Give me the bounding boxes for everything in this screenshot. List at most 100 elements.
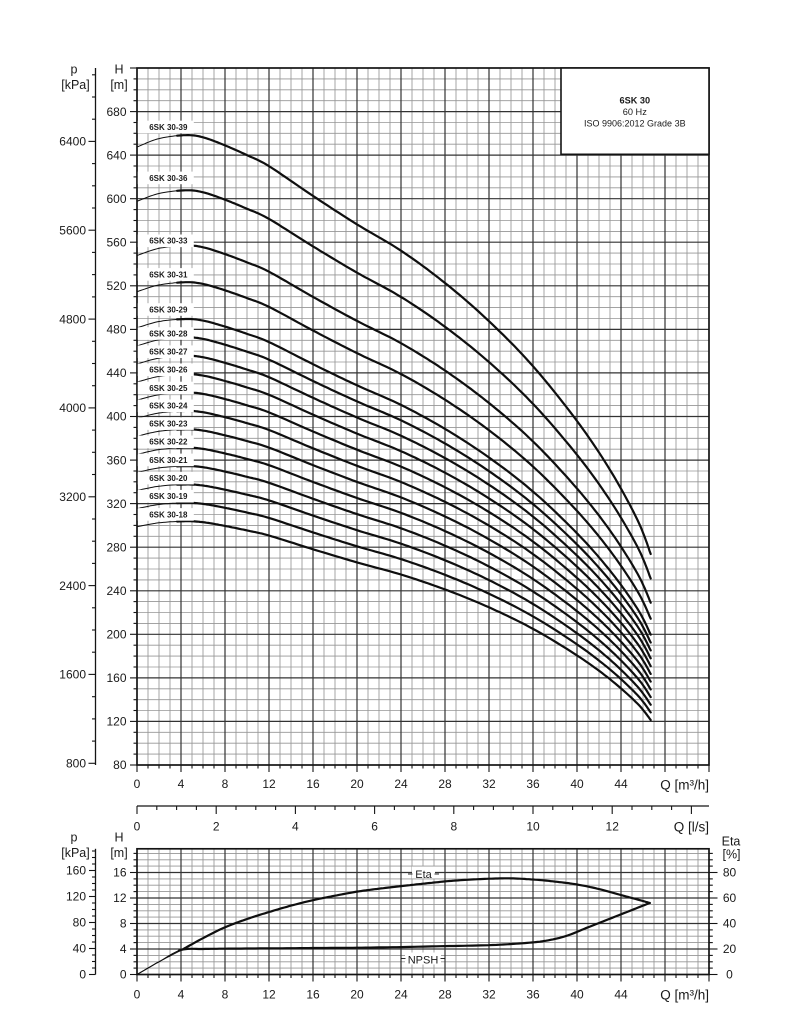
svg-text:36: 36 [526,777,540,791]
svg-text:0: 0 [134,777,141,791]
svg-text:Q [l/s]: Q [l/s] [674,820,709,835]
svg-text:1600: 1600 [59,668,86,682]
svg-text:Q [m³/h]: Q [m³/h] [660,988,709,1003]
svg-text:20: 20 [350,777,364,791]
svg-text:6SK 30-20: 6SK 30-20 [149,474,188,483]
svg-text:3200: 3200 [59,490,86,504]
svg-text:0: 0 [79,968,86,982]
svg-text:40: 40 [570,987,584,1001]
svg-text:6SK 30: 6SK 30 [619,95,650,105]
svg-text:320: 320 [106,497,126,511]
svg-text:2: 2 [213,820,220,834]
svg-text:60: 60 [723,891,737,905]
svg-text:640: 640 [106,148,126,162]
svg-text:520: 520 [106,279,126,293]
svg-text:8: 8 [222,777,229,791]
svg-text:5600: 5600 [59,223,86,237]
svg-text:NPSH: NPSH [408,954,439,966]
svg-text:H: H [114,831,123,845]
svg-text:[kPa]: [kPa] [61,78,90,92]
svg-text:40: 40 [723,917,737,931]
svg-text:0: 0 [134,987,141,1001]
svg-text:560: 560 [106,235,126,249]
svg-text:6SK 30-24: 6SK 30-24 [149,402,188,411]
svg-text:12: 12 [113,891,127,905]
svg-text:600: 600 [106,192,126,206]
svg-text:6: 6 [371,820,378,834]
svg-text:680: 680 [106,105,126,119]
svg-text:p: p [71,63,78,77]
svg-text:Q [m³/h]: Q [m³/h] [660,778,709,793]
svg-text:6SK 30-25: 6SK 30-25 [149,384,188,393]
svg-text:32: 32 [482,987,496,1001]
svg-text:0: 0 [726,968,733,982]
svg-text:16: 16 [306,987,320,1001]
svg-text:480: 480 [106,323,126,337]
svg-text:6SK 30-22: 6SK 30-22 [149,438,188,447]
svg-text:240: 240 [106,584,126,598]
svg-text:6SK 30-28: 6SK 30-28 [149,329,188,338]
svg-text:16: 16 [113,866,127,880]
svg-text:4: 4 [178,987,185,1001]
svg-text:ISO 9906:2012 Grade 3B: ISO 9906:2012 Grade 3B [584,119,686,129]
svg-text:28: 28 [438,777,452,791]
svg-text:8: 8 [120,917,127,931]
svg-text:[m]: [m] [110,78,127,92]
svg-text:4800: 4800 [59,312,86,326]
svg-text:16: 16 [306,777,320,791]
svg-text:6SK 30-31: 6SK 30-31 [149,270,188,279]
svg-text:4: 4 [292,820,299,834]
svg-text:44: 44 [614,777,628,791]
svg-text:12: 12 [262,987,276,1001]
svg-text:20: 20 [350,987,364,1001]
svg-text:12: 12 [606,820,620,834]
svg-text:40: 40 [73,942,87,956]
svg-text:4000: 4000 [59,401,86,415]
svg-text:0: 0 [120,968,127,982]
svg-text:24: 24 [394,987,408,1001]
svg-text:6SK 30-18: 6SK 30-18 [149,510,188,519]
svg-text:2400: 2400 [59,579,86,593]
svg-text:160: 160 [106,671,126,685]
svg-text:6SK 30-39: 6SK 30-39 [149,123,188,132]
svg-text:10: 10 [526,820,540,834]
svg-text:280: 280 [106,540,126,554]
svg-text:44: 44 [614,987,628,1001]
svg-text:40: 40 [570,777,584,791]
svg-text:6SK 30-27: 6SK 30-27 [149,348,188,357]
svg-text:800: 800 [66,757,86,771]
svg-text:Eta: Eta [722,835,741,849]
svg-text:6SK 30-33: 6SK 30-33 [149,237,188,246]
svg-text:80: 80 [113,758,127,772]
svg-text:0: 0 [134,820,141,834]
svg-text:[kPa]: [kPa] [61,846,90,860]
svg-text:160: 160 [66,864,86,878]
svg-text:400: 400 [106,410,126,424]
svg-text:120: 120 [66,890,86,904]
svg-text:12: 12 [262,777,276,791]
svg-text:6SK 30-36: 6SK 30-36 [149,174,188,183]
svg-text:8: 8 [222,987,229,1001]
svg-text:Eta: Eta [415,869,432,881]
svg-text:24: 24 [394,777,408,791]
svg-text:6SK 30-23: 6SK 30-23 [149,420,188,429]
svg-text:20: 20 [723,942,737,956]
svg-text:80: 80 [73,916,87,930]
svg-text:6400: 6400 [59,135,86,149]
svg-text:80: 80 [723,866,737,880]
svg-text:[%]: [%] [722,848,740,862]
svg-text:6SK 30-19: 6SK 30-19 [149,492,188,501]
svg-text:8: 8 [450,820,457,834]
svg-text:36: 36 [526,987,540,1001]
svg-text:4: 4 [120,942,127,956]
svg-text:H: H [114,63,123,77]
svg-text:[m]: [m] [110,846,127,860]
svg-text:120: 120 [106,715,126,729]
svg-text:32: 32 [482,777,496,791]
svg-text:440: 440 [106,366,126,380]
svg-text:6SK 30-29: 6SK 30-29 [149,305,188,314]
svg-text:6SK 30-21: 6SK 30-21 [149,456,188,465]
svg-text:6SK 30-26: 6SK 30-26 [149,366,188,375]
svg-text:60 Hz: 60 Hz [623,107,647,117]
svg-text:4: 4 [178,777,185,791]
